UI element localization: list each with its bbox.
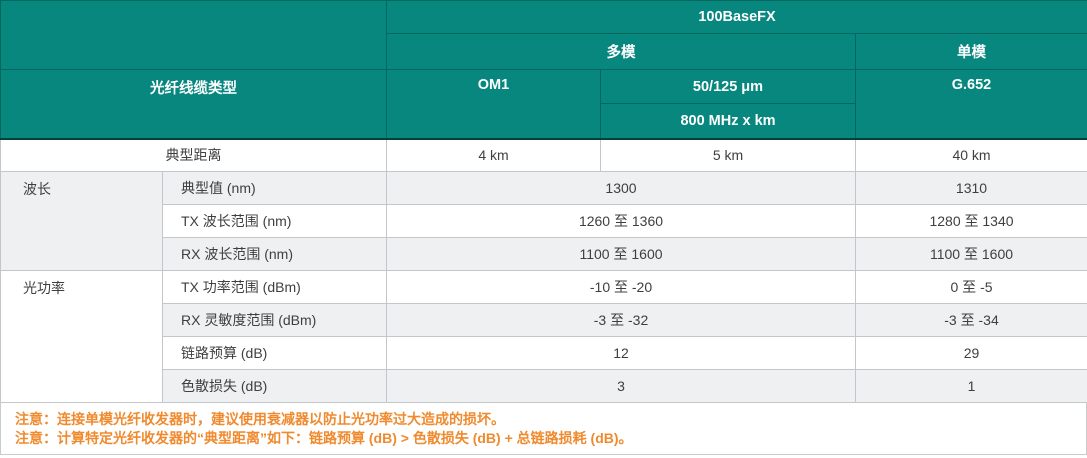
- row-value-mm: 3: [386, 369, 856, 403]
- spec-table: 100BaseFX 多模 单模 光纤线缆类型 OM1 50/125 μm G.6…: [0, 0, 1087, 403]
- header-singlemode: 单模: [854, 33, 1087, 70]
- header-col-50-125: 50/125 μm: [600, 69, 856, 104]
- group-wavelength: 波长: [0, 171, 163, 271]
- distance-om1: 4 km: [386, 138, 601, 172]
- group-optical-power: 光功率: [0, 270, 163, 403]
- row-value-mm: -3 至 -32: [386, 303, 856, 337]
- row-value-sm: 1: [854, 369, 1087, 403]
- row-value-sm: 29: [854, 336, 1087, 370]
- table-row: 典型距离 4 km 5 km 40 km: [0, 138, 1087, 172]
- row-label: TX 功率范围 (dBm): [162, 270, 387, 304]
- header-empty-cell: [0, 0, 387, 70]
- distance-mid: 5 km: [600, 138, 856, 172]
- row-value-sm: 1310: [854, 171, 1087, 205]
- table-row: TX 波长范围 (nm) 1260 至 1360 1280 至 1340: [1, 204, 1087, 238]
- table-row: 光功率 TX 功率范围 (dBm) -10 至 -20 0 至 -5: [0, 270, 1087, 403]
- row-value-sm: 1100 至 1600: [854, 237, 1087, 271]
- row-value-mm: 12: [386, 336, 856, 370]
- note-attenuator: 注意：连接单模光纤收发器时，建议使用衰减器以防止光功率过大造成的损坏。: [15, 411, 505, 427]
- distance-g652: 40 km: [854, 138, 1087, 172]
- note-distance-formula: 注意：计算特定光纤收发器的“典型距离”如下：链路预算 (dB) > 色散损失 (…: [15, 430, 633, 446]
- table-row: RX 灵敏度范围 (dBm) -3 至 -32 -3 至 -34: [1, 303, 1087, 337]
- header-col-om1: OM1: [386, 69, 601, 140]
- table-row: 波长 典型值 (nm) 1300 1310: [0, 171, 1087, 271]
- header-col-bandwidth: 800 MHz x km: [600, 103, 856, 140]
- header-col-g652: G.652: [854, 69, 1087, 140]
- header-standard: 100BaseFX: [385, 0, 1087, 34]
- row-label: 色散损失 (dB): [162, 369, 387, 403]
- header-multimode: 多模: [386, 33, 856, 70]
- table-row: RX 波长范围 (nm) 1100 至 1600 1100 至 1600: [1, 237, 1087, 271]
- row-label: 链路预算 (dB): [162, 336, 387, 370]
- row-label: RX 灵敏度范围 (dBm): [162, 303, 387, 337]
- row-value-sm: 0 至 -5: [854, 270, 1087, 304]
- row-value-sm: 1280 至 1340: [854, 204, 1087, 238]
- table-row: 链路预算 (dB) 12 29: [1, 336, 1087, 370]
- table-row: 色散损失 (dB) 3 1: [1, 369, 1087, 403]
- row-value-sm: -3 至 -34: [854, 303, 1087, 337]
- row-value-mm: 1100 至 1600: [386, 237, 856, 271]
- row-value-mm: -10 至 -20: [386, 270, 856, 304]
- notes-block: 注意：连接单模光纤收发器时，建议使用衰减器以防止光功率过大造成的损坏。 注意：计…: [0, 403, 1087, 455]
- row-value-mm: 1300: [386, 171, 856, 205]
- row-label: 典型值 (nm): [162, 171, 387, 205]
- distance-label: 典型距离: [0, 138, 387, 172]
- row-label: TX 波长范围 (nm): [162, 204, 387, 238]
- header-fiber-type: 光纤线缆类型: [0, 69, 387, 140]
- row-label: RX 波长范围 (nm): [162, 237, 387, 271]
- row-value-mm: 1260 至 1360: [386, 204, 856, 238]
